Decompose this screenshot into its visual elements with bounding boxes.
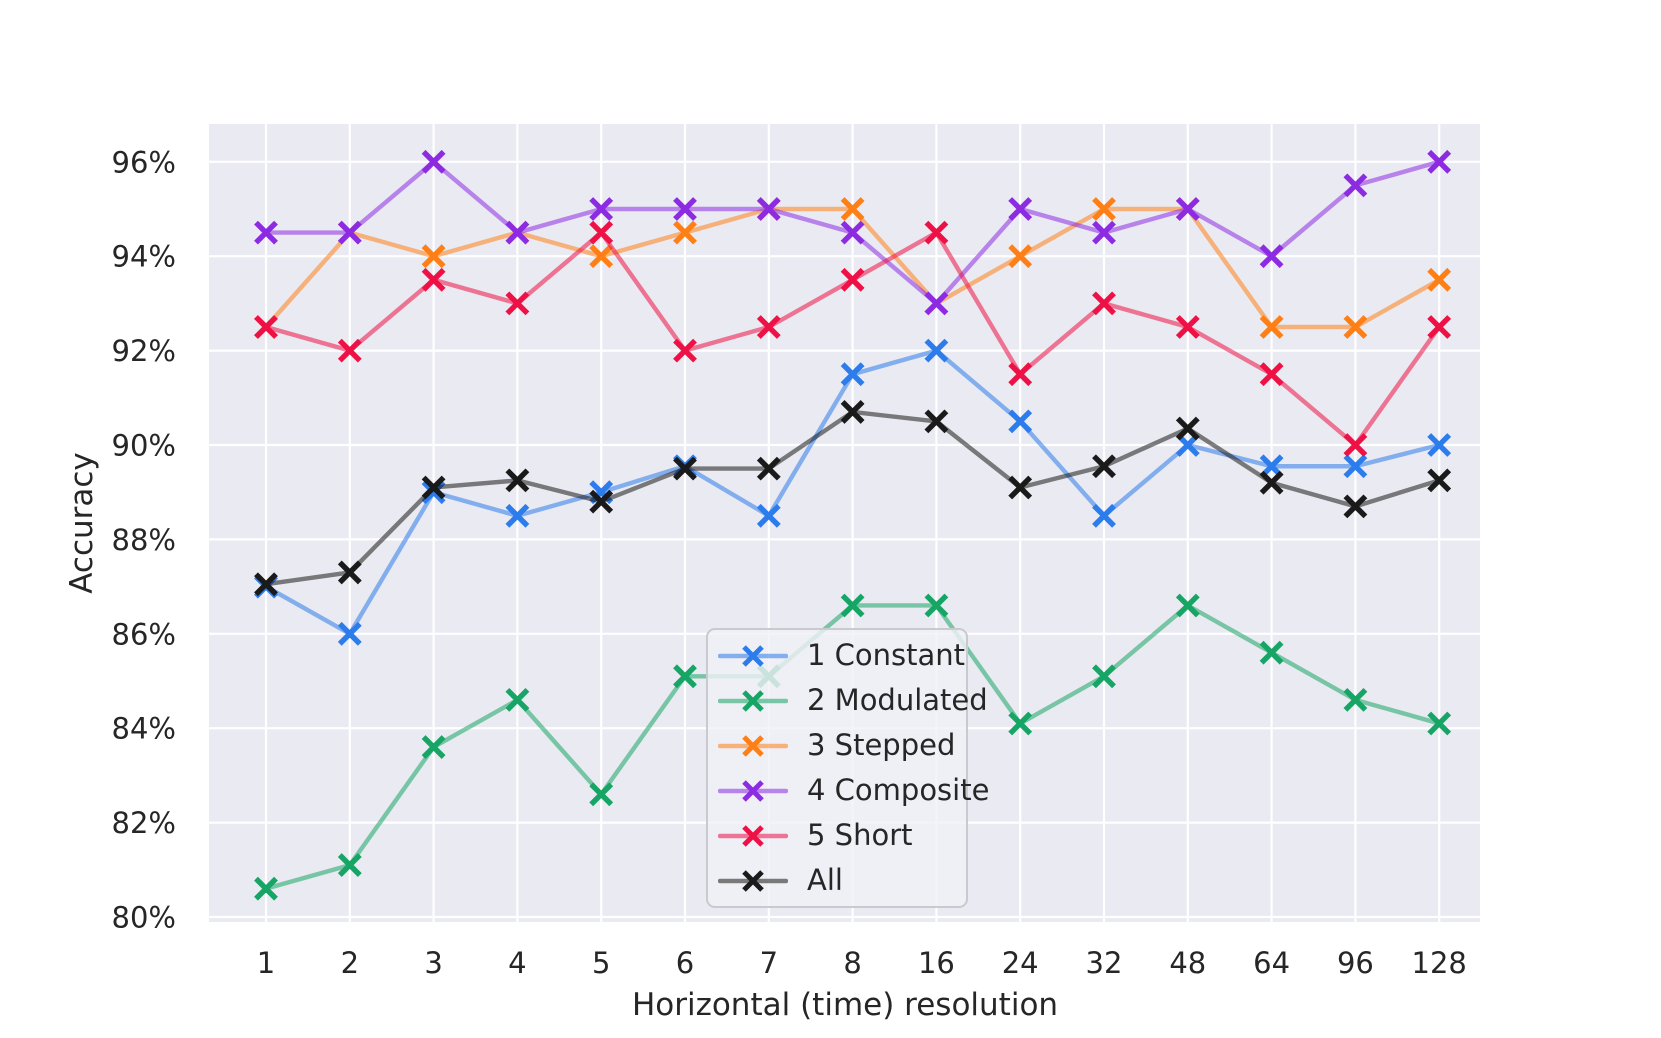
x-tick-label: 128 bbox=[1412, 946, 1467, 980]
x-tick-label: 64 bbox=[1253, 946, 1290, 980]
legend-item-3-stepped: 3 Stepped bbox=[718, 724, 966, 768]
series-layer bbox=[254, 149, 1452, 901]
x-tick-label: 7 bbox=[760, 946, 778, 980]
legend-label: 1 Constant bbox=[807, 638, 966, 672]
legend-label: 2 Modulated bbox=[807, 683, 988, 717]
y-tick-label: 82% bbox=[112, 806, 176, 840]
y-tick-label: 90% bbox=[112, 429, 176, 463]
legend-x-marker-icon bbox=[742, 824, 764, 847]
legend-sample-icon bbox=[718, 689, 788, 712]
legend-sample-icon bbox=[718, 824, 788, 847]
series-markers-5-short bbox=[254, 220, 1452, 457]
x-tick-label: 2 bbox=[341, 946, 359, 980]
x-tick-label: 5 bbox=[592, 946, 610, 980]
legend-x-marker-icon bbox=[742, 779, 764, 802]
y-tick-label: 94% bbox=[112, 240, 176, 274]
legend-item-2-modulated: 2 Modulated bbox=[718, 679, 988, 723]
x-tick-label: 96 bbox=[1337, 946, 1374, 980]
x-tick-label: 8 bbox=[843, 946, 861, 980]
legend-label: 3 Stepped bbox=[807, 728, 956, 762]
legend-item-all: All bbox=[718, 859, 966, 903]
legend-item-4-composite: 4 Composite bbox=[718, 769, 989, 813]
y-tick-label: 92% bbox=[112, 334, 176, 368]
x-tick-label: 16 bbox=[918, 946, 955, 980]
y-tick-label: 86% bbox=[112, 617, 176, 651]
y-tick-label: 96% bbox=[112, 145, 176, 179]
legend-sample-icon bbox=[718, 734, 788, 757]
x-tick-label: 48 bbox=[1169, 946, 1206, 980]
series-markers-4-composite bbox=[254, 149, 1452, 316]
x-tick-label: 6 bbox=[676, 946, 694, 980]
legend-item-1-constant: 1 Constant bbox=[718, 634, 966, 678]
tick-layer: 80% 82% 84% 86% 88% 90% 92% 94% 96% 1 2 3 4 5 6 7 8 16 24 3… bbox=[112, 145, 1467, 980]
y-tick-label: 80% bbox=[112, 901, 176, 935]
legend-sample-icon bbox=[718, 779, 788, 802]
y-tick-label: 88% bbox=[112, 523, 176, 557]
legend-label: All bbox=[807, 863, 843, 897]
legend-label: 5 Short bbox=[807, 818, 913, 852]
legend-x-marker-icon bbox=[742, 689, 764, 712]
legend-sample-icon bbox=[718, 869, 788, 892]
grid-layer bbox=[209, 124, 1480, 922]
legend-x-marker-icon bbox=[742, 734, 764, 757]
y-tick-label: 84% bbox=[112, 712, 176, 746]
x-tick-label: 3 bbox=[424, 946, 442, 980]
legend-sample-icon bbox=[718, 644, 788, 667]
x-tick-label: 4 bbox=[508, 946, 526, 980]
series-markers-all bbox=[254, 400, 1452, 597]
x-tick-label: 24 bbox=[1002, 946, 1039, 980]
x-tick-label: 1 bbox=[257, 946, 275, 980]
legend-item-5-short: 5 Short bbox=[718, 814, 966, 858]
legend-label: 4 Composite bbox=[807, 773, 990, 807]
legend-x-marker-icon bbox=[742, 644, 764, 667]
legend: 1 Constant 2 Modulated 3 Stepped 4 Composit… bbox=[706, 628, 989, 908]
x-axis-label: Horizontal (time) resolution bbox=[632, 987, 1058, 1023]
y-axis-label: Accuracy bbox=[64, 452, 100, 594]
x-tick-label: 32 bbox=[1086, 946, 1123, 980]
legend-x-marker-icon bbox=[742, 869, 764, 892]
